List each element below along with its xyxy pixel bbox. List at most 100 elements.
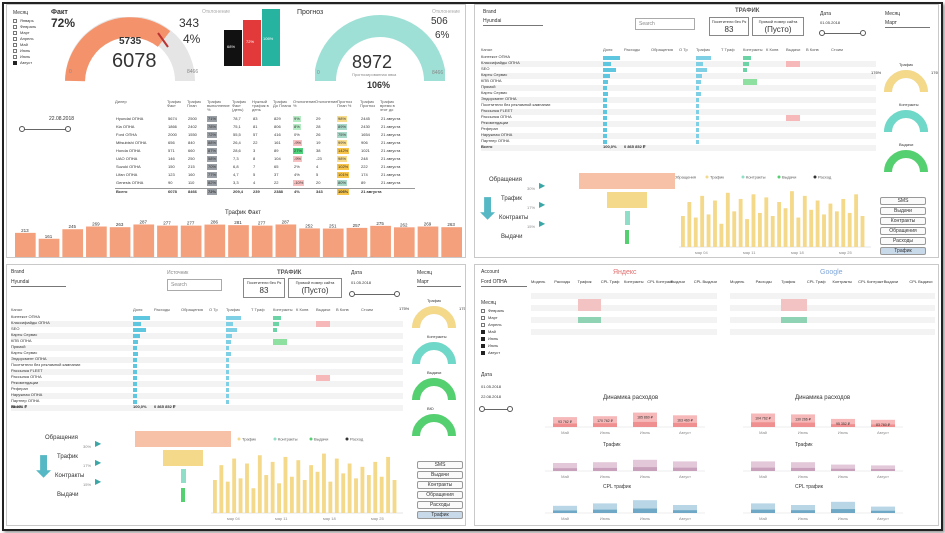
table-header[interactable]: Контракты: [832, 279, 853, 284]
table-header[interactable]: Трафик Прогноз: [360, 99, 376, 108]
table-header[interactable]: Трафик: [696, 47, 710, 52]
metric-button[interactable]: Расходы: [880, 237, 926, 245]
month-option[interactable]: Июнь: [488, 336, 499, 341]
month-option[interactable]: Июль: [488, 343, 499, 348]
table-header[interactable]: Расходы: [624, 47, 641, 52]
table-header[interactable]: Расходы: [554, 279, 571, 284]
table-header[interactable]: К Конв: [766, 47, 779, 52]
table-header[interactable]: Нужный трафик в день: [252, 99, 269, 112]
table-header[interactable]: Выдачи: [316, 307, 331, 312]
month-checkbox[interactable]: [13, 61, 17, 65]
table-header[interactable]: Стоим: [361, 307, 373, 312]
table-header[interactable]: Контракты: [624, 279, 644, 284]
date-knob-left[interactable]: [819, 30, 825, 36]
date-knob-left[interactable]: [479, 406, 485, 412]
table-header[interactable]: Трафик выполнение %: [207, 99, 230, 112]
table-header[interactable]: Трафик: [226, 307, 240, 312]
table-header[interactable]: О Тр: [679, 47, 688, 52]
metric-button[interactable]: Выдачи: [417, 471, 463, 479]
table-header[interactable]: Обращения: [651, 47, 673, 52]
table-header[interactable]: Т Траф: [251, 307, 265, 312]
month-select[interactable]: Март: [885, 19, 930, 28]
date-knob-right[interactable]: [860, 30, 866, 36]
table-header[interactable]: Т Траф: [721, 47, 735, 52]
table-header[interactable]: Модель: [531, 279, 546, 284]
month-option[interactable]: Март: [20, 30, 30, 35]
table-header[interactable]: Дилер: [115, 99, 127, 104]
month-option[interactable]: Март: [488, 315, 498, 320]
table-header[interactable]: Контракты: [743, 47, 763, 52]
metric-button[interactable]: Контракты: [417, 481, 463, 489]
month-checkbox[interactable]: [481, 316, 485, 320]
metric-button[interactable]: Трафик: [417, 511, 463, 519]
table-header[interactable]: Контракты: [273, 307, 293, 312]
table-header[interactable]: CPL Выдачи: [693, 279, 717, 284]
month-checkbox[interactable]: [13, 37, 17, 41]
search-input[interactable]: Search: [167, 279, 222, 291]
account-select[interactable]: Ford ОПНА: [481, 278, 527, 287]
date-slider-knob-right[interactable]: [65, 126, 71, 132]
brand-select[interactable]: Hyundai: [483, 17, 543, 26]
brand-select[interactable]: Hyundai: [11, 278, 66, 287]
table-header[interactable]: Трафик: [577, 279, 592, 284]
metric-button[interactable]: Расходы: [417, 501, 463, 509]
table-header[interactable]: Расходы: [154, 307, 171, 312]
month-checkbox[interactable]: [481, 323, 485, 327]
date-knob-right[interactable]: [394, 291, 400, 297]
metric-button[interactable]: Обращения: [880, 227, 926, 235]
month-checkbox[interactable]: [13, 31, 17, 35]
table-header[interactable]: Трафик Факт (день): [232, 99, 246, 112]
table-header[interactable]: Модель: [730, 279, 745, 284]
search-input[interactable]: Search: [635, 18, 695, 30]
month-option[interactable]: Июнь: [20, 48, 31, 53]
table-header[interactable]: Обращения: [181, 307, 203, 312]
date-slider[interactable]: [353, 294, 397, 295]
metric-button[interactable]: Контракты: [880, 217, 926, 225]
month-checkbox[interactable]: [13, 43, 17, 47]
month-checkbox[interactable]: [13, 49, 17, 53]
table-header[interactable]: Канал: [11, 307, 23, 312]
table-header[interactable]: В Конв: [336, 307, 349, 312]
month-option[interactable]: Август: [20, 60, 33, 65]
month-checkbox[interactable]: [481, 330, 485, 334]
table-header[interactable]: Выдачи: [670, 279, 685, 284]
month-checkbox[interactable]: [481, 351, 485, 355]
table-header[interactable]: Доля: [133, 307, 143, 312]
month-checkbox[interactable]: [13, 25, 17, 29]
month-option[interactable]: Май: [20, 42, 28, 47]
table-header[interactable]: Выдачи: [883, 279, 899, 284]
table-header[interactable]: Прогноз План %: [337, 99, 353, 108]
table-header[interactable]: В Конв: [806, 47, 819, 52]
metric-button[interactable]: Трафик: [880, 247, 926, 255]
table-header[interactable]: Трафик До Плана: [273, 99, 291, 108]
month-option[interactable]: Апрель: [488, 322, 502, 327]
date-knob-left[interactable]: [349, 291, 355, 297]
month-option[interactable]: Февраль: [20, 24, 37, 29]
month-option[interactable]: Август: [488, 350, 501, 355]
table-header[interactable]: Отклонение %: [293, 99, 316, 108]
table-header[interactable]: Трафик Факт: [167, 99, 181, 108]
month-checkbox[interactable]: [481, 344, 485, 348]
date-knob-right[interactable]: [507, 406, 513, 412]
table-header[interactable]: CPL Траф: [806, 279, 826, 284]
table-header[interactable]: CPL Контракт: [858, 279, 884, 284]
table-header[interactable]: Трафик План: [187, 99, 201, 108]
table-header[interactable]: Доля: [603, 47, 613, 52]
table-header[interactable]: Трафик: [781, 279, 796, 284]
month-select[interactable]: Март: [417, 278, 461, 287]
table-header[interactable]: Отклонение: [315, 99, 338, 104]
metric-button[interactable]: Выдачи: [880, 207, 926, 215]
month-checkbox[interactable]: [13, 19, 17, 23]
table-header[interactable]: CPL Выдачи: [909, 279, 933, 284]
date-slider[interactable]: [23, 129, 69, 130]
month-option[interactable]: Май: [488, 329, 496, 334]
date-slider[interactable]: [823, 33, 863, 34]
month-option[interactable]: Июль: [20, 54, 31, 59]
table-header[interactable]: CPL Траф: [600, 279, 620, 284]
table-header[interactable]: Стоим: [831, 47, 843, 52]
metric-button[interactable]: Обращения: [417, 491, 463, 499]
month-option[interactable]: Апрель: [20, 36, 34, 41]
month-option[interactable]: Февраль: [488, 308, 505, 313]
month-checkbox[interactable]: [481, 309, 485, 313]
table-header[interactable]: Канал: [481, 47, 493, 52]
